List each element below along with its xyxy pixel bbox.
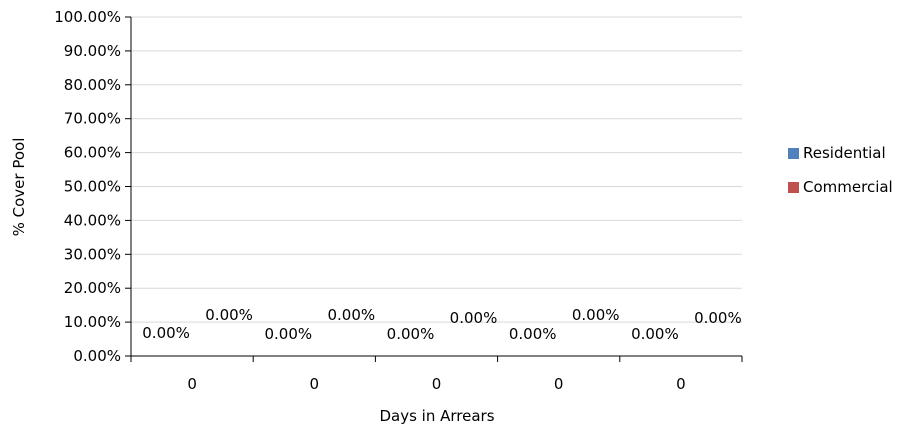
- data-label-commercial: 0.00%: [694, 309, 742, 327]
- legend-swatch-commercial: [788, 181, 799, 193]
- y-tick-label: 20.00%: [64, 279, 121, 297]
- y-tick-label: 80.00%: [64, 76, 121, 94]
- x-tick-label: 0: [432, 375, 442, 393]
- y-tick-label: 0.00%: [73, 347, 121, 365]
- x-tick-label: 0: [310, 375, 320, 393]
- x-tick-label: 0: [187, 375, 197, 393]
- data-label-residential: 0.00%: [387, 325, 435, 343]
- legend: Residential Commercial: [788, 142, 893, 210]
- y-tick-label: 70.00%: [64, 110, 121, 128]
- x-tick-labels: 0 0 0 0 0: [187, 375, 685, 393]
- data-label-commercial: 0.00%: [205, 306, 253, 324]
- data-label-commercial: 0.00%: [572, 306, 620, 324]
- data-label-commercial: 0.00%: [450, 309, 498, 327]
- legend-item-residential: Residential: [788, 142, 893, 164]
- legend-label-residential: Residential: [803, 144, 886, 162]
- y-tick-label: 90.00%: [64, 42, 121, 60]
- legend-label-commercial: Commercial: [803, 178, 893, 196]
- data-labels: 0.00% 0.00% 0.00% 0.00% 0.00% 0.00% 0.00% 0.00%…: [142, 306, 741, 343]
- x-tick-label: 0: [676, 375, 686, 393]
- y-tick-label: 100.00%: [54, 8, 121, 26]
- gridlines: [131, 16, 742, 323]
- data-label-residential: 0.00%: [142, 324, 190, 342]
- data-label-residential: 0.00%: [631, 325, 679, 343]
- y-tick-label: 50.00%: [64, 178, 121, 196]
- data-label-residential: 0.00%: [509, 325, 557, 343]
- axes: [125, 16, 743, 362]
- y-tick-label: 10.00%: [64, 313, 121, 331]
- x-tick-label: 0: [554, 375, 564, 393]
- legend-swatch-residential: [788, 147, 799, 159]
- y-tick-labels: 0.00% 10.00% 20.00% 30.00% 40.00% 50.00% 60.00…: [54, 8, 121, 365]
- legend-item-commercial: Commercial: [788, 176, 893, 198]
- data-label-residential: 0.00%: [264, 325, 312, 343]
- y-tick-label: 40.00%: [64, 211, 121, 229]
- y-axis-label: % Cover Pool: [10, 138, 28, 237]
- data-label-commercial: 0.00%: [327, 306, 375, 324]
- y-tick-label: 60.00%: [64, 144, 121, 162]
- x-axis-label: Days in Arrears: [379, 407, 494, 425]
- y-tick-label: 30.00%: [64, 245, 121, 263]
